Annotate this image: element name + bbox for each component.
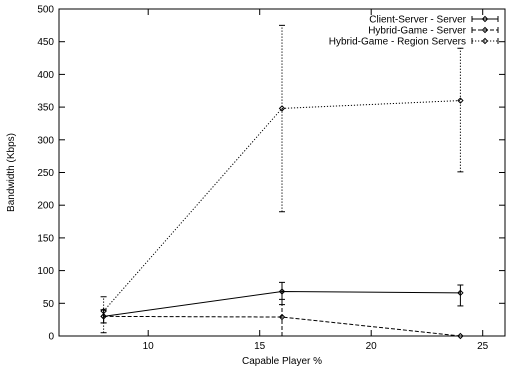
y-tick-label: 400 (37, 70, 54, 81)
ticks-layer: 0 50 100 150 200 250 300 350 400 450 500 10 15 20 25 (37, 5, 505, 352)
y-tick-label: 500 (37, 5, 54, 16)
legend-marker (481, 15, 489, 23)
x-axis-label: Capable Player % (242, 356, 322, 367)
series-3 (100, 24, 464, 334)
data-point-marker (278, 105, 286, 112)
legend-marker (481, 37, 489, 45)
y-tick-label: 300 (37, 135, 54, 146)
x-tick-label: 10 (143, 341, 155, 352)
data-point-marker (100, 307, 107, 315)
y-tick-label: 350 (37, 103, 54, 114)
y-tick-label: 450 (37, 37, 54, 48)
data-point-marker (457, 97, 464, 104)
data-point-marker (100, 313, 107, 320)
y-tick-label: 0 (48, 332, 54, 343)
x-tick-label: 25 (477, 341, 489, 352)
y-tick-label: 250 (37, 168, 54, 179)
data-point-marker (457, 332, 464, 340)
series-layer (100, 24, 464, 340)
y-tick-label: 100 (37, 266, 54, 277)
y-axis-label: Bandwidth (Kbps) (6, 133, 17, 212)
legend-label: Client-Server - Server (369, 15, 466, 26)
series-2 (100, 298, 464, 340)
series-line (103, 100, 461, 312)
data-point-marker (278, 288, 286, 295)
x-tick-label: 15 (254, 341, 266, 352)
y-tick-label: 150 (37, 233, 54, 244)
x-tick-label: 20 (366, 341, 378, 352)
legend-label: Hybrid-Game - Region Servers (329, 37, 466, 48)
y-tick-label: 200 (37, 201, 54, 212)
data-point-marker (278, 313, 286, 321)
y-tick-label: 50 (43, 299, 55, 310)
legend-marker (481, 26, 489, 34)
legend-label: Hybrid-Game - Server (368, 26, 466, 37)
data-point-marker (457, 289, 464, 297)
